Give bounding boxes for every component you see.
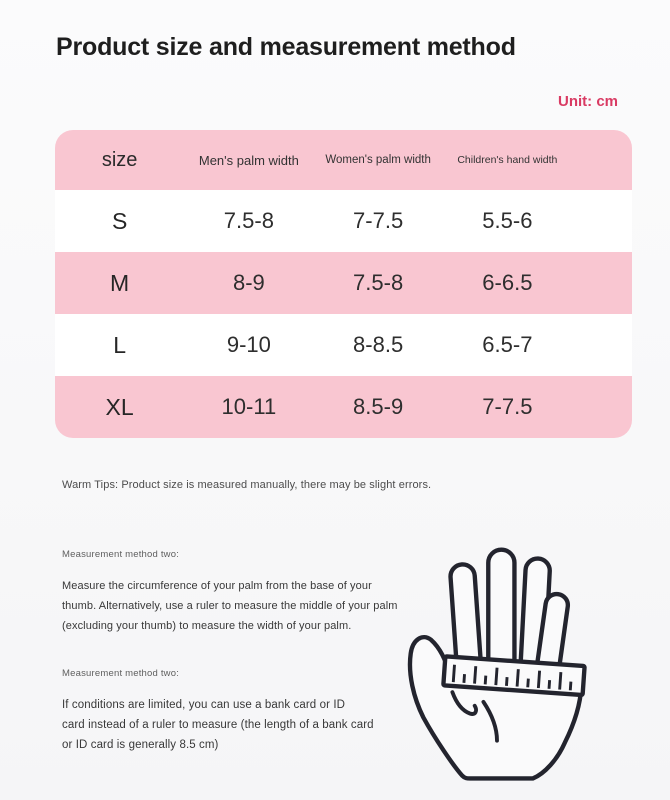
value-cell: 10-11 xyxy=(221,394,277,419)
hand-measurement-illustration xyxy=(402,541,592,791)
value-cell: 6.5-7 xyxy=(482,332,533,357)
value-cell: 8-9 xyxy=(232,270,265,295)
table-row-m: M 8-9 7.5-8 6-6.5 xyxy=(55,252,632,314)
value-cell: 7-7.5 xyxy=(482,394,533,419)
method-two-line: or ID card is generally 8.5 cm) xyxy=(62,739,219,751)
value-cell: 5.5-6 xyxy=(482,208,533,233)
method-one-text: Measure the circumference of your palm f… xyxy=(62,576,462,636)
hand-with-ruler-icon xyxy=(407,547,587,781)
column-header-children: Children's hand width xyxy=(457,154,558,166)
column-header-size: size xyxy=(101,148,138,171)
column-header-women: Women's palm width xyxy=(325,154,431,166)
value-cell: 6-6.5 xyxy=(482,270,533,295)
value-cell: 8.5-9 xyxy=(353,394,404,419)
method-two-line: If conditions are limited, you can use a… xyxy=(62,699,346,711)
table-row-xl: XL 10-11 8.5-9 7-7.5 xyxy=(55,376,632,438)
measurement-methods: Measurement method two: Measure the circ… xyxy=(62,549,462,755)
size-cell: M xyxy=(110,269,130,296)
ruler xyxy=(441,654,587,698)
palm-crease xyxy=(481,699,499,743)
method-one-line: thumb. Alternatively, use a ruler to mea… xyxy=(62,600,398,612)
method-two-line: card instead of a ruler to measure (the … xyxy=(62,719,374,731)
column-header-men: Men's palm width xyxy=(198,152,299,168)
table-row-s: S 7.5-8 7-7.5 5.5-6 xyxy=(55,190,632,252)
method-one-label: Measurement method two: xyxy=(62,549,180,560)
value-cell: 8-8.5 xyxy=(353,332,404,357)
method-one-line: (excluding your thumb) to measure the wi… xyxy=(62,620,352,632)
method-two-label: Measurement method two: xyxy=(62,668,180,679)
value-cell: 9-10 xyxy=(226,332,271,357)
value-cell: 7.5-8 xyxy=(223,208,274,233)
page-title: Product size and measurement method xyxy=(56,32,516,61)
size-cell: XL xyxy=(105,393,134,420)
table-row-l: L 9-10 8-8.5 6.5-7 xyxy=(55,314,632,376)
value-cell: 7-7.5 xyxy=(353,208,404,233)
size-cell: L xyxy=(113,331,127,358)
method-one-line: Measure the circumference of your palm f… xyxy=(62,580,372,592)
size-cell: S xyxy=(111,207,128,234)
thumb-web-crease xyxy=(450,690,478,716)
value-cell: 7.5-8 xyxy=(353,270,404,295)
warm-tips-note: Warm Tips: Product size is measured manu… xyxy=(62,479,432,491)
table-header-row: size Men's palm width Women's palm width… xyxy=(55,130,632,190)
ruler-ticks xyxy=(451,664,573,691)
method-two-text: If conditions are limited, you can use a… xyxy=(62,695,462,755)
unit-label: Unit: cm xyxy=(558,93,618,110)
size-table: size Men's palm width Women's palm width… xyxy=(55,130,632,438)
